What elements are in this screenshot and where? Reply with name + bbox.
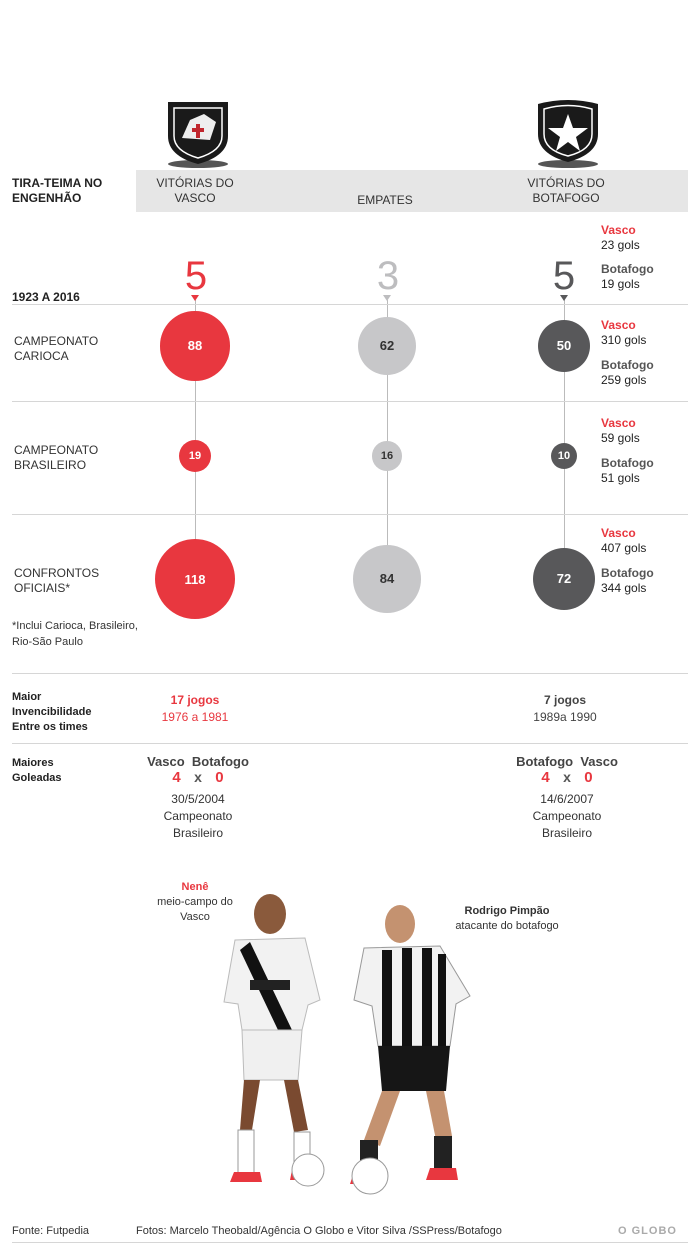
goleada-right: Botafogo Vasco 4 x 0 14/6/2007 Campeonat… bbox=[505, 754, 629, 842]
goleada-right-score2: 0 bbox=[584, 769, 593, 786]
goleada-left-date: 30/5/2004 bbox=[171, 792, 225, 806]
player-vasco-photo bbox=[223, 894, 325, 1187]
bubble-botafogo-carioca: 50 bbox=[537, 319, 591, 373]
header-band bbox=[136, 170, 688, 212]
player-caption-right: Rodrigo Pimpão atacante do botafogo bbox=[455, 904, 559, 934]
vasco-total-wins: 5 bbox=[184, 254, 208, 298]
col-header-empates: EMPATES bbox=[357, 193, 413, 207]
period-goals: Vasco 23 gols Botafogo 19 gols bbox=[601, 223, 654, 292]
goleada-left-team1: Vasco bbox=[147, 754, 185, 769]
bubble-botafogo-brasileiro: 10 bbox=[551, 443, 577, 469]
goleada-right-comp2: Brasileiro bbox=[541, 826, 592, 840]
bubble-vasco-brasileiro: 19 bbox=[178, 439, 212, 473]
goals-value-botafogo: 19 gols bbox=[601, 277, 640, 291]
botafogo-total-wins: 5 bbox=[552, 254, 576, 298]
player-caption-left: Nenê meio-campo do Vasco bbox=[150, 880, 240, 925]
page-title: TIRA-TEIMA NO ENGENHÃO bbox=[12, 176, 103, 205]
goleada-left-score1: 4 bbox=[172, 769, 181, 786]
goleada-left: Vasco Botafogo 4 x 0 30/5/2004 Campeonat… bbox=[136, 754, 260, 842]
goleada-left-comp1: Campeonato bbox=[163, 809, 233, 823]
divider bbox=[12, 401, 688, 402]
botafogo-connector-line bbox=[564, 300, 565, 580]
vasco-marker-icon bbox=[191, 295, 199, 301]
row-label-carioca: CAMPEONATO CARIOCA bbox=[14, 334, 99, 363]
draws-marker-icon bbox=[383, 295, 391, 301]
goleada-left-team2: Botafogo bbox=[191, 754, 249, 769]
goleada-right-x: x bbox=[563, 769, 571, 785]
goals-team-vasco: Vasco bbox=[601, 223, 636, 237]
col-header-vasco: VITÓRIAS DO VASCO bbox=[156, 176, 234, 205]
draws-total: 3 bbox=[376, 254, 400, 298]
goals-value-botafogo: 259 gols bbox=[601, 373, 647, 387]
divider bbox=[12, 743, 688, 744]
goleada-right-score1: 4 bbox=[541, 769, 550, 786]
goleada-left-x: x bbox=[194, 769, 202, 785]
goals-value-vasco: 310 gols bbox=[601, 333, 647, 347]
confrontos-goals: Vasco 407 gols Botafogo 344 gols bbox=[601, 526, 654, 596]
divider bbox=[12, 673, 688, 674]
goals-value-vasco: 59 gols bbox=[601, 431, 640, 445]
goals-team-botafogo: Botafogo bbox=[601, 566, 654, 580]
period-label: 1923 A 2016 bbox=[12, 290, 80, 304]
goleada-left-score2: 0 bbox=[215, 769, 224, 786]
goals-team-vasco: Vasco bbox=[601, 526, 636, 540]
source-credit: Fonte: Futpedia bbox=[12, 1225, 90, 1237]
goals-value-vasco: 23 gols bbox=[601, 238, 640, 252]
player-botafogo-photo bbox=[350, 905, 471, 1195]
goleadas-label: Maiores Goleadas bbox=[12, 757, 62, 784]
divider bbox=[12, 1242, 688, 1243]
goals-value-botafogo: 344 gols bbox=[601, 581, 647, 595]
bubble-vasco-confrontos: 118 bbox=[155, 539, 235, 619]
bubble-empates-carioca: 62 bbox=[358, 317, 416, 375]
goleada-right-team2: Vasco bbox=[580, 754, 618, 769]
goals-team-vasco: Vasco bbox=[601, 318, 636, 332]
goals-team-botafogo: Botafogo bbox=[601, 262, 654, 276]
botafogo-marker-icon bbox=[560, 295, 568, 301]
goleada-right-date: 14/6/2007 bbox=[540, 792, 594, 806]
goals-team-botafogo: Botafogo bbox=[601, 456, 654, 470]
vasco-invencibilidade-period: 1976 a 1981 bbox=[161, 710, 229, 724]
player-left-name: Nenê bbox=[181, 881, 209, 893]
goals-team-botafogo: Botafogo bbox=[601, 358, 654, 372]
bubble-empates-brasileiro: 16 bbox=[372, 441, 402, 471]
bubble-vasco-carioca: 88 bbox=[160, 311, 230, 381]
botafogo-invencibilidade-games: 7 jogos bbox=[543, 693, 586, 707]
carioca-goals: Vasco 310 gols Botafogo 259 gols bbox=[601, 318, 654, 388]
row-label-confrontos: CONFRONTOS OFICIAIS* bbox=[14, 566, 100, 595]
vasco-crest-icon bbox=[168, 102, 228, 168]
invencibilidade-label: Maior Invencibilidade Entre os times bbox=[12, 691, 92, 733]
empates-connector-line bbox=[387, 300, 388, 580]
vasco-invencibilidade-games: 17 jogos bbox=[170, 693, 220, 707]
goleada-left-comp2: Brasileiro bbox=[172, 826, 223, 840]
botafogo-crest-icon bbox=[538, 100, 598, 168]
goals-value-botafogo: 51 gols bbox=[601, 471, 640, 485]
divider bbox=[12, 304, 688, 305]
player-right-name: Rodrigo Pimpão bbox=[464, 905, 550, 917]
photo-credit: Fotos: Marcelo Theobald/Agência O Globo … bbox=[136, 1225, 502, 1237]
row-label-brasileiro: CAMPEONATO BRASILEIRO bbox=[14, 443, 99, 472]
bubble-empates-confrontos: 84 bbox=[353, 545, 421, 613]
brasileiro-goals: Vasco 59 gols Botafogo 51 gols bbox=[601, 416, 654, 486]
goals-team-vasco: Vasco bbox=[601, 416, 636, 430]
footnote: *Inclui Carioca, Brasileiro, Rio-São Pau… bbox=[12, 620, 138, 648]
bubble-botafogo-confrontos: 72 bbox=[532, 547, 596, 611]
goals-value-vasco: 407 gols bbox=[601, 541, 647, 555]
botafogo-invencibilidade-period: 1989a 1990 bbox=[533, 710, 597, 724]
col-header-botafogo: VITÓRIAS DO BOTAFOGO bbox=[527, 176, 605, 205]
divider bbox=[12, 514, 688, 515]
player-right-role: atacante do botafogo bbox=[455, 920, 559, 932]
player-left-role: meio-campo do Vasco bbox=[157, 896, 233, 923]
goleada-right-team1: Botafogo bbox=[516, 754, 574, 769]
goleada-right-comp1: Campeonato bbox=[532, 809, 602, 823]
brand-logo: O GLOBO bbox=[618, 1225, 677, 1237]
